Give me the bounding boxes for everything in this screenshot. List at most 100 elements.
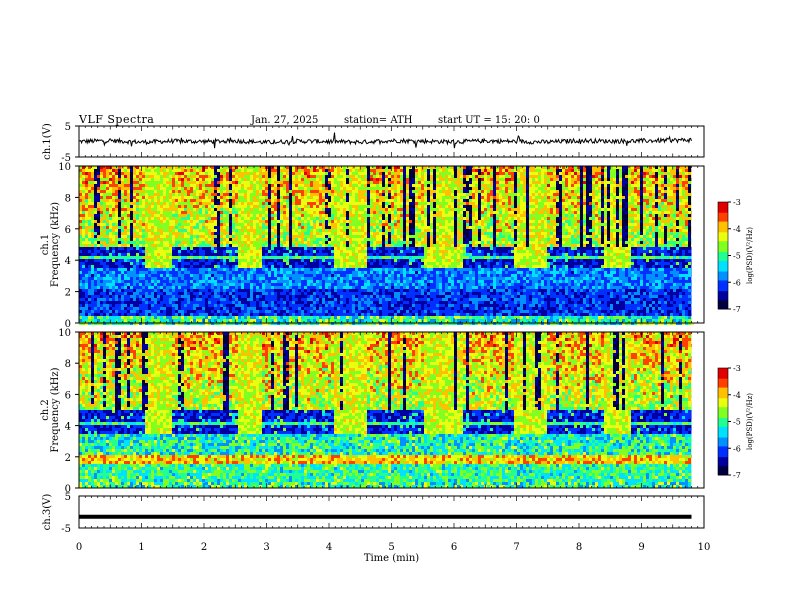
colorbar-segment bbox=[718, 410, 728, 414]
ytick-ch1-2: 2 bbox=[65, 288, 71, 299]
ch1-trace bbox=[78, 132, 692, 149]
colorbar-segment bbox=[718, 248, 728, 251]
colorbar-segment bbox=[718, 266, 728, 269]
colorbar-tick: -4 bbox=[733, 391, 741, 400]
colorbar-segment bbox=[718, 294, 728, 298]
colorbar-segment bbox=[718, 405, 728, 408]
colorbar-tick: -5 bbox=[733, 252, 741, 261]
colorbar-segment bbox=[718, 371, 728, 374]
colorbar-segment bbox=[718, 291, 728, 294]
colorbar-segment bbox=[718, 241, 728, 244]
colorbar-tick: -4 bbox=[733, 225, 741, 234]
colorbar-segment bbox=[718, 253, 728, 256]
colorbar-segment bbox=[718, 437, 728, 440]
colorbar-segment bbox=[718, 462, 728, 465]
ytick-ch1-4: 4 bbox=[65, 256, 71, 267]
colorbar-segment bbox=[718, 407, 728, 410]
frequency-label-ch2: Frequency (kHz) bbox=[50, 367, 61, 452]
colorbar-segment bbox=[718, 444, 728, 447]
colorbar-segment bbox=[718, 412, 728, 415]
ytick-ch1-6: 6 bbox=[65, 225, 71, 236]
ytick-ch2-10: 10 bbox=[58, 328, 71, 339]
xtick-9: 9 bbox=[638, 542, 644, 553]
frequency-label-ch1: Frequency (kHz) bbox=[50, 202, 61, 287]
colorbar-segment bbox=[718, 223, 728, 226]
colorbar-segment bbox=[718, 276, 728, 280]
spectrogram-ch2 bbox=[79, 332, 704, 488]
colorbar-segment bbox=[718, 292, 728, 296]
x-axis-label: Time (min) bbox=[364, 553, 419, 564]
station-label: station= ATH bbox=[344, 115, 412, 126]
colorbar-segment bbox=[718, 203, 728, 207]
start-ut-label: start UT = 15: 20: 0 bbox=[438, 115, 540, 126]
colorbar-segment bbox=[718, 219, 728, 223]
colorbar-segment bbox=[718, 451, 728, 455]
colorbar-segment bbox=[718, 287, 728, 290]
colorbar-tick: -3 bbox=[733, 364, 741, 373]
colorbar-segment bbox=[718, 225, 728, 228]
colorbar-segment bbox=[718, 417, 728, 421]
colorbar-segment bbox=[718, 453, 728, 456]
colorbar-segment bbox=[718, 368, 728, 371]
colorbar-segment bbox=[718, 387, 728, 390]
xtick-5: 5 bbox=[388, 542, 394, 553]
colorbar-segment bbox=[718, 430, 728, 433]
colorbar-segment bbox=[718, 207, 728, 210]
colorbar-segment bbox=[718, 441, 728, 444]
colorbar-segment bbox=[718, 257, 728, 260]
colorbar-tick: -7 bbox=[733, 305, 741, 314]
colorbar-tick: -7 bbox=[733, 471, 741, 480]
colorbar-segment bbox=[718, 400, 728, 403]
colorbar-segment bbox=[718, 296, 728, 299]
xtick-3: 3 bbox=[263, 542, 269, 553]
colorbar-segment bbox=[718, 214, 728, 217]
colorbar-segment bbox=[718, 426, 728, 430]
colorbar-segment bbox=[718, 285, 728, 289]
colorbar-segment bbox=[718, 259, 728, 262]
colorbar-segment bbox=[718, 369, 728, 373]
ch1-ylabel: ch.1(V) bbox=[42, 123, 53, 160]
ytick-ch1-8: 8 bbox=[65, 193, 71, 204]
colorbar-segment bbox=[718, 267, 728, 271]
date-label: Jan. 27, 2025 bbox=[251, 115, 318, 126]
colorbar-segment bbox=[718, 278, 728, 281]
colorbar-segment bbox=[718, 269, 728, 273]
ch3-ylabel: ch.3(V) bbox=[42, 494, 53, 531]
colorbar-segment bbox=[718, 205, 728, 208]
colorbar-segment bbox=[718, 419, 728, 422]
colorbar-segment bbox=[718, 409, 728, 412]
colorbar-segment bbox=[718, 210, 728, 214]
ytick-ch2-2: 2 bbox=[65, 453, 71, 464]
xtick-1: 1 bbox=[138, 542, 144, 553]
colorbar-label: log(PSD)(V²/Hz) bbox=[746, 393, 754, 450]
channel-label-ch1: ch.1 bbox=[40, 234, 51, 256]
xtick-0: 0 bbox=[76, 542, 82, 553]
colorbar-segment bbox=[718, 255, 728, 258]
xtick-4: 4 bbox=[326, 542, 332, 553]
colorbar-segment bbox=[718, 394, 728, 398]
colorbar-segment bbox=[718, 209, 728, 212]
colorbar-tick: -3 bbox=[733, 198, 741, 207]
colorbar-segment bbox=[718, 425, 728, 428]
colorbar-segment bbox=[718, 375, 728, 378]
colorbar-label: log(PSD)(V²/Hz) bbox=[746, 227, 754, 284]
colorbar-segment bbox=[718, 423, 728, 426]
colorbar-segment bbox=[718, 244, 728, 248]
colorbar-segment bbox=[718, 448, 728, 451]
ch1-ytick-bottom: -5 bbox=[61, 153, 71, 164]
ch1-ytick-top: 5 bbox=[65, 122, 71, 133]
colorbar-segment bbox=[718, 376, 728, 380]
colorbar-tick: -6 bbox=[733, 444, 741, 453]
colorbar-segment bbox=[718, 378, 728, 381]
ytick-ch2-6: 6 bbox=[65, 390, 71, 401]
xtick-6: 6 bbox=[451, 542, 457, 553]
colorbar-segment bbox=[718, 264, 728, 267]
colorbar-segment bbox=[718, 442, 728, 446]
colorbar-segment bbox=[718, 450, 728, 453]
colorbar-segment bbox=[718, 373, 728, 376]
colorbar-segment bbox=[718, 239, 728, 242]
colorbar-segment bbox=[718, 298, 728, 301]
colorbar-segment bbox=[718, 300, 728, 303]
colorbar-segment bbox=[718, 282, 728, 285]
